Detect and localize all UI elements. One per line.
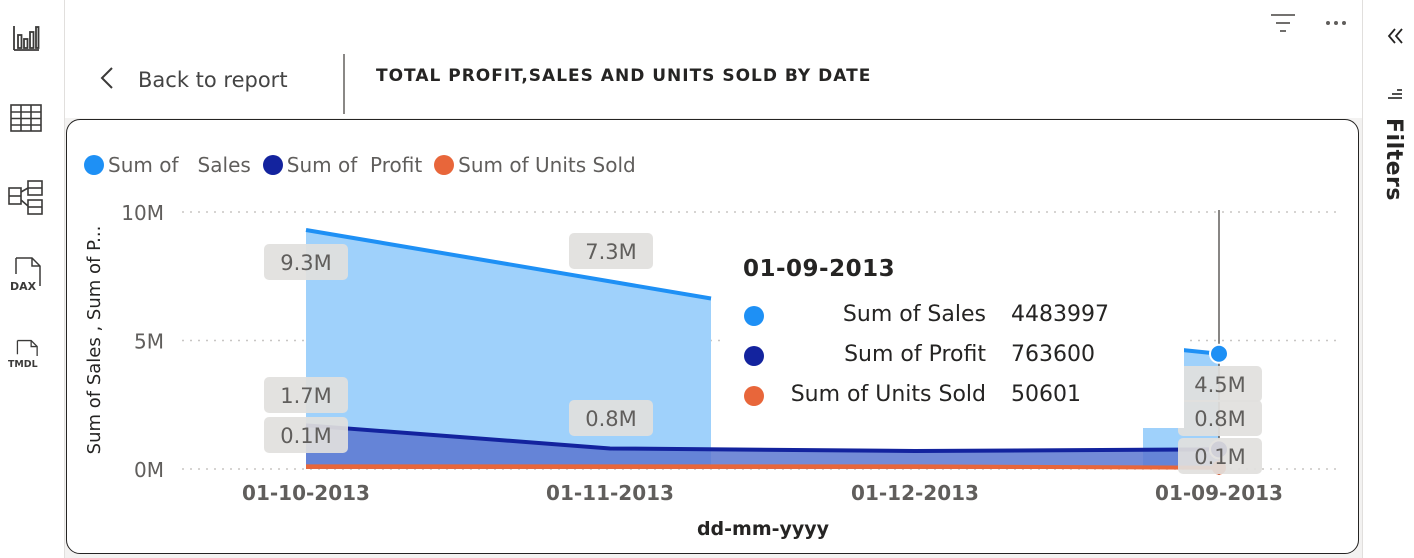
data-label-sales-1-bg xyxy=(569,233,653,269)
tooltip-row-profit: Sum of Profit 763600 xyxy=(724,340,1184,372)
data-label-sales-1: 7.3M xyxy=(585,240,637,264)
tooltip-value-profit: 763600 xyxy=(1011,342,1095,367)
data-label-profit-0: 1.7M xyxy=(280,384,332,408)
sales-marker xyxy=(1209,343,1229,364)
x-axis-label: dd-mm-yyyy xyxy=(697,518,830,540)
y-tick-label: 0M xyxy=(134,458,164,482)
model-view-icon[interactable] xyxy=(8,178,44,218)
legend-label-units: Sum of Units Sold xyxy=(458,153,636,177)
data-label-profit-0-bg xyxy=(264,377,348,413)
data-label-profit-1-bg xyxy=(569,400,653,436)
tmdl-view-icon[interactable]: TMDL xyxy=(8,336,44,376)
tooltip-value-units: 50601 xyxy=(1011,382,1081,407)
header-divider xyxy=(343,54,345,114)
data-label-units-3: 0.1M xyxy=(1194,445,1246,469)
x-tick-label: 01-11-2013 xyxy=(546,481,674,505)
units-line xyxy=(306,464,1220,470)
tooltip-dot-sales xyxy=(744,306,764,326)
chart-tooltip: 01-09-2013 Sum of Sales 4483997 Sum of P… xyxy=(724,238,1184,428)
legend-item-units[interactable]: Sum of Units Sold xyxy=(434,153,636,177)
tooltip-dot-units xyxy=(744,386,764,406)
tooltip-dot-profit xyxy=(744,346,764,366)
x-tick-label: 01-10-2013 xyxy=(242,481,370,505)
more-options-icon[interactable] xyxy=(1322,10,1352,38)
data-label-profit-1: 0.8M xyxy=(585,407,637,431)
legend-item-sales[interactable]: Sum of Sales xyxy=(84,153,251,177)
data-label-sales-0: 9.3M xyxy=(280,251,332,275)
tooltip-title: 01-09-2013 xyxy=(743,256,896,282)
back-to-report-label: Back to report xyxy=(138,68,288,92)
expand-pane-icon[interactable] xyxy=(1383,24,1407,48)
filters-pane-label[interactable]: Filters xyxy=(1381,118,1406,201)
data-label-sales-3: 4.5M xyxy=(1194,373,1246,397)
legend-item-profit[interactable]: Sum of Profit xyxy=(262,153,423,177)
legend-dot-units xyxy=(434,155,455,175)
tooltip-row-units: Sum of Units Sold 50601 xyxy=(724,380,1184,412)
table-view-icon[interactable] xyxy=(8,98,44,138)
data-label-units-0: 0.1M xyxy=(280,424,332,448)
tooltip-row-sales: Sum of Sales 4483997 xyxy=(724,300,1184,332)
report-view-icon[interactable] xyxy=(8,18,44,58)
data-label-units-0-bg xyxy=(264,417,348,453)
tmdl-label: TMDL xyxy=(8,359,38,370)
tooltip-label-sales: Sum of Sales xyxy=(842,302,986,327)
legend-label-sales: Sum of Sales xyxy=(108,153,251,177)
dax-query-view-icon[interactable]: DAX xyxy=(8,256,44,296)
chart-legend: Sum of Sales Sum of Profit Sum of Units … xyxy=(84,150,648,180)
left-nav-rail: DAX TMDL xyxy=(0,0,65,558)
filter-pane-icon[interactable] xyxy=(1383,82,1407,106)
visual-title: TOTAL PROFIT,SALES AND UNITS SOLD BY DAT… xyxy=(376,66,872,86)
tooltip-value-sales: 4483997 xyxy=(1011,302,1109,327)
data-label-sales-3-bg xyxy=(1178,366,1262,402)
x-tick-label: 01-12-2013 xyxy=(851,481,979,505)
sales-line-left xyxy=(305,228,712,301)
filters-pane-collapsed xyxy=(1362,0,1414,558)
y-tick-label: 10M xyxy=(121,201,164,225)
x-tick-label: 01-09-2013 xyxy=(1155,481,1283,505)
y-tick-label: 5M xyxy=(134,330,164,354)
filter-icon[interactable] xyxy=(1268,10,1298,38)
chevron-left-icon xyxy=(100,66,114,94)
tooltip-label-units: Sum of Units Sold xyxy=(790,382,986,407)
dax-label: DAX xyxy=(10,280,37,293)
data-label-profit-3-bg xyxy=(1178,400,1262,436)
data-label-units-3-bg xyxy=(1178,438,1262,474)
data-label-profit-3: 0.8M xyxy=(1194,407,1246,431)
legend-dot-profit xyxy=(262,155,283,175)
profit-line xyxy=(305,423,1220,454)
profit-area xyxy=(306,425,1219,469)
legend-dot-sales xyxy=(84,155,104,175)
data-label-sales-0-bg xyxy=(264,244,348,280)
tooltip-label-profit: Sum of Profit xyxy=(844,342,986,367)
legend-label-profit: Sum of Profit xyxy=(286,153,423,177)
visual-header-icons xyxy=(1268,10,1352,38)
y-axis-label: Sum of Sales , Sum of P... xyxy=(84,226,105,455)
back-to-report-button[interactable]: Back to report xyxy=(100,60,288,100)
focus-mode-header xyxy=(65,0,1362,118)
